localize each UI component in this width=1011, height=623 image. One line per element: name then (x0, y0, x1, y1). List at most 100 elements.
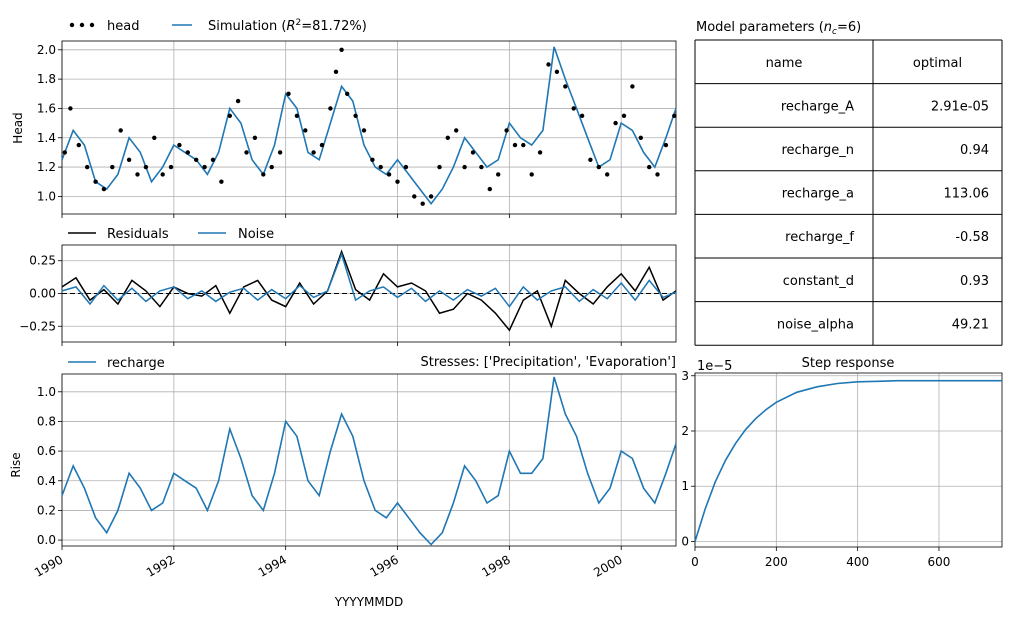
recharge-panel: 0.0 0.2 0.4 0.6 0.8 1.0 1990 1992 1994 1996 1998 2… (9, 355, 677, 609)
table-cell-optimal: 0.94 (960, 143, 989, 158)
recharge-series (61, 376, 677, 546)
y-tick-label: 1.6 (37, 101, 56, 115)
head-y-ticks: 1.0 1.2 1.4 1.6 1.8 2.0 (37, 43, 62, 203)
step-y-ticks: 0 1 2 3 (681, 369, 695, 548)
y-tick-label: 1.2 (37, 160, 56, 174)
head-panel: 1.0 1.2 1.4 1.6 1.8 2.0 Head head Simulation … (11, 18, 677, 218)
table-cell-optimal: -0.58 (955, 230, 989, 245)
legend-noise-label: Noise (238, 227, 274, 242)
head-observation-point (487, 186, 492, 192)
head-observation-point (68, 106, 73, 111)
head-observation-point (663, 142, 669, 148)
head-observation-point (420, 201, 425, 206)
head-observation-point (143, 164, 149, 170)
y-tick-label: 0.0 (37, 533, 56, 547)
head-observation-point (537, 150, 543, 155)
table-cell-optimal: 0.93 (960, 274, 989, 289)
head-observation-point (554, 69, 560, 75)
residuals-line (61, 249, 677, 332)
step-series (694, 379, 1002, 542)
x-tick-label: 1998 (479, 552, 512, 579)
y-tick-label: 0.00 (29, 287, 56, 301)
head-observation-point (219, 179, 224, 184)
y-tick-label: 1.4 (37, 131, 56, 145)
head-observation-point (437, 164, 442, 170)
recharge-y-axis-label: Rise (9, 452, 23, 477)
head-observation-point (412, 194, 417, 199)
head-observation-point (152, 135, 157, 140)
head-observation-point (177, 142, 182, 148)
noise-line (61, 251, 677, 308)
recharge-x-ticks: 1990 1992 1994 1996 1998 2000 (32, 546, 625, 580)
residuals-y-ticks: 0.25 0.00 −0.25 (19, 254, 62, 333)
parameter-table: Model parameters (nc=6) name optimal recha… (694, 20, 1003, 346)
head-observation-point (386, 172, 392, 177)
step-response-title: Step response (802, 356, 895, 371)
legend-head-label: head (107, 19, 139, 34)
step-y-tick-label: 2 (681, 424, 689, 438)
head-observation-point (521, 142, 526, 148)
head-observation-point (529, 172, 534, 177)
head-observation-point (571, 106, 576, 111)
head-observation-point (353, 113, 358, 119)
head-observation-point (638, 135, 643, 140)
residuals-grid (61, 245, 676, 342)
head-observation-point (118, 128, 123, 133)
recharge-axes-frame (61, 373, 677, 547)
head-observation-point (496, 172, 501, 177)
y-tick-label: 0.8 (37, 414, 56, 428)
head-observation-point (311, 150, 316, 155)
head-observation-point (403, 164, 409, 170)
table-cell-optimal: 49.21 (952, 317, 989, 332)
head-observation-point (345, 91, 350, 97)
head-observation-point (93, 179, 98, 184)
step-axes-frame (694, 372, 1003, 548)
head-observation-point (244, 150, 249, 155)
head-observation-point (168, 164, 174, 170)
x-axis-label: YYYYMMDD (334, 595, 404, 609)
x-tick-label: 1990 (32, 552, 65, 579)
legend-head-marker (69, 22, 75, 28)
head-observation-point (504, 128, 509, 133)
head-observation-point (110, 164, 115, 170)
head-observation-point (261, 172, 266, 177)
legend-recharge-label: recharge (107, 356, 165, 371)
head-observation-point (303, 128, 308, 133)
head-observation-point (62, 150, 67, 155)
head-observation-point (479, 164, 484, 170)
head-observation-point (286, 91, 291, 97)
head-observation-point (579, 113, 585, 119)
head-observation-point (294, 113, 300, 119)
head-observation-point (563, 84, 568, 89)
step-x-tick-label: 0 (691, 555, 699, 569)
head-observation-point (428, 194, 434, 199)
step-x-tick-label: 400 (846, 555, 869, 569)
y-tick-label: 2.0 (37, 43, 56, 57)
table-cell-name: recharge_A (781, 99, 854, 114)
head-y-axis-label: Head (11, 112, 25, 143)
head-observation-point (395, 179, 400, 184)
x-tick-label: 1996 (368, 552, 401, 579)
step-y-tick-label: 0 (681, 534, 689, 548)
step-response-line (694, 379, 1002, 542)
head-observation-point (512, 142, 518, 148)
head-observation-point (76, 142, 82, 148)
head-observation-point (235, 98, 241, 104)
recharge-y-ticks: 0.0 0.2 0.4 0.6 0.8 1.0 (37, 385, 62, 547)
head-observation-point (462, 164, 467, 170)
head-observation-point (339, 47, 344, 52)
table-cell-name: constant_d (783, 274, 854, 289)
table-cell-optimal: 113.06 (944, 187, 990, 202)
head-observation-point (135, 172, 140, 177)
y-tick-label: 1.0 (37, 189, 56, 203)
x-tick-label: 2000 (591, 552, 624, 579)
head-observation-point (277, 150, 283, 155)
y-tick-label: 0.6 (37, 444, 56, 458)
head-axes-frame (61, 40, 677, 215)
head-observation-point (185, 150, 190, 155)
legend-head-marker (89, 22, 95, 28)
head-observation-point (361, 128, 367, 133)
head-x-ticks (61, 214, 622, 218)
head-observation-point (194, 157, 199, 162)
